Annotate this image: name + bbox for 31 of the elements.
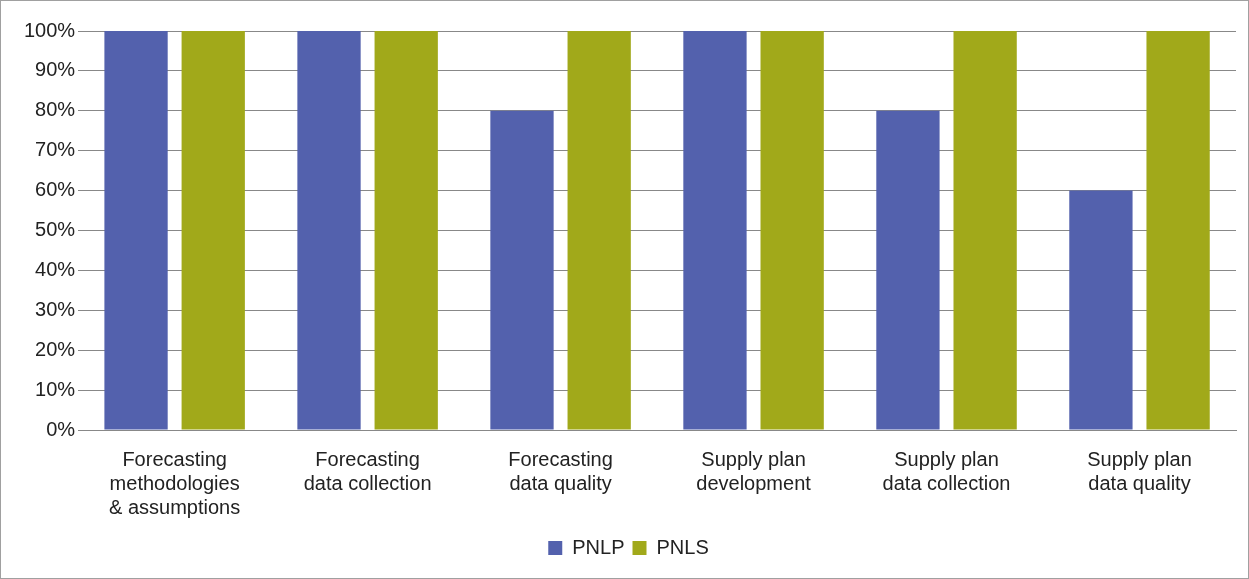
legend-label: PNLP: [572, 535, 625, 558]
bar: [374, 31, 438, 430]
bar: [181, 31, 245, 430]
x-tick-label: Forecasting data collection: [303, 447, 432, 494]
bar: [760, 31, 824, 430]
y-tick-label: 10%: [35, 377, 76, 400]
x-tick-label: Supply plan development: [696, 447, 812, 494]
y-tick-label: 90%: [35, 58, 76, 81]
y-tick-label: 100%: [24, 18, 76, 41]
y-tick-label: 30%: [35, 297, 76, 320]
y-tick-label: 50%: [35, 218, 76, 241]
bar: [490, 110, 554, 430]
bar: [953, 31, 1017, 430]
bar: [567, 31, 631, 430]
y-tick-label: 0%: [46, 417, 76, 440]
x-tick-label: Supply plan data quality: [1087, 447, 1192, 494]
y-tick-label: 70%: [35, 138, 76, 161]
bar: [1146, 31, 1210, 430]
bar: [104, 31, 168, 430]
bar: [683, 31, 747, 430]
y-tick-label: 40%: [35, 257, 76, 280]
x-tick-label: Forecasting data quality: [508, 447, 613, 494]
y-tick-label: 20%: [35, 337, 76, 360]
bar: [876, 110, 940, 430]
x-tick-label: Forecasting methodologies & assumptions: [109, 447, 241, 518]
x-tick-label: Supply plan data collection: [882, 447, 1011, 494]
bar: [1069, 190, 1133, 430]
y-tick-label: 80%: [35, 98, 76, 121]
y-tick-label: 60%: [35, 178, 76, 201]
legend-label: PNLS: [656, 535, 709, 558]
bar: [297, 31, 361, 430]
